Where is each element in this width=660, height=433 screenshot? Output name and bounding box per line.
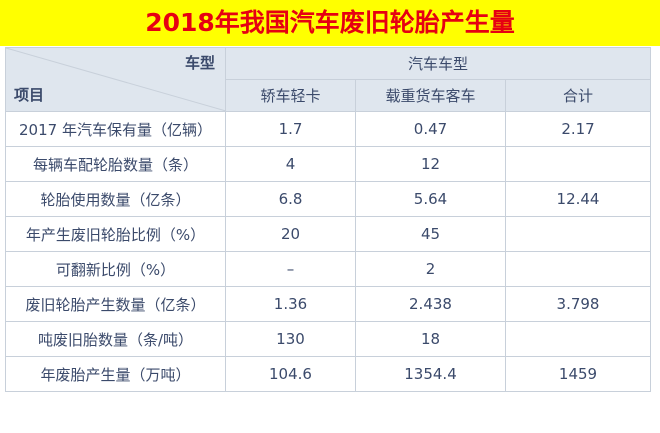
cell: 2.438 [355, 286, 506, 322]
cell: 2.17 [504, 111, 652, 147]
cell: 5.64 [355, 181, 506, 217]
table-row: 每辆车配轮胎数量（条） 4 12 [5, 146, 652, 182]
column-header: 合计 [504, 79, 652, 112]
cell: 12.44 [504, 181, 652, 217]
cell: 130 [225, 321, 356, 357]
cell: 18 [355, 321, 506, 357]
table-row: 年废胎产生量（万吨） 104.6 1354.4 1459 [5, 356, 652, 392]
diagonal [6, 48, 226, 111]
column-header: 载重货车客车 [355, 79, 506, 112]
cell: 6.8 [225, 181, 356, 217]
row-label: 2017 年汽车保有量（亿辆） [5, 111, 226, 147]
table-row: 废旧轮胎产生数量（亿条） 1.36 2.438 3.798 [5, 286, 652, 322]
row-label: 年产生废旧轮胎比例（%） [5, 216, 226, 252]
row-label: 轮胎使用数量（亿条） [5, 181, 226, 217]
cell: 1459 [504, 356, 652, 392]
cell: 1354.4 [355, 356, 506, 392]
cell: 45 [355, 216, 506, 252]
cell: 20 [225, 216, 356, 252]
empty-cell [504, 251, 652, 287]
title: 2018年我国汽车废旧轮胎产生量 [0, 0, 660, 46]
column-header: 轿车轻卡 [225, 79, 356, 112]
row-label: 每辆车配轮胎数量（条） [5, 146, 226, 182]
cell: – [225, 251, 356, 287]
empty-cell [504, 216, 652, 252]
empty-cell [504, 146, 652, 182]
cell: 1.36 [225, 286, 356, 322]
cell: 4 [225, 146, 356, 182]
corner-top: 车型 [184, 54, 215, 72]
table-row: 2017 年汽车保有量（亿辆） 1.7 0.47 2.17 [5, 111, 652, 147]
cell: 104.6 [225, 356, 356, 392]
corner-bottom: 项目 [14, 86, 45, 104]
table-row: 年产生废旧轮胎比例（%） 20 45 [5, 216, 652, 252]
row-label: 吨废旧胎数量（条/吨） [5, 321, 226, 357]
row-label: 年废胎产生量（万吨） [5, 356, 226, 392]
table-row: 吨废旧胎数量（条/吨） 130 18 [5, 321, 652, 357]
cell: 1.7 [225, 111, 356, 147]
cell: 0.47 [355, 111, 506, 147]
group-header: 汽车车型 [224, 47, 652, 80]
row-label: 可翻新比例（%） [5, 251, 226, 287]
corner-cell: 车型 项目 [5, 47, 226, 112]
cell: 12 [355, 146, 506, 182]
row-label: 废旧轮胎产生数量（亿条） [5, 286, 226, 322]
table-row: 轮胎使用数量（亿条） 6.8 5.64 12.44 [5, 181, 652, 217]
data-table: 车型 项目 汽车车型 轿车轻卡 载重货车客车 合计 2017 年汽车保有量（亿辆） 1… [5, 47, 652, 392]
table-row: 可翻新比例（%） –2 [5, 251, 652, 287]
empty-cell [504, 321, 652, 357]
cell: 2 [355, 251, 506, 287]
cell: 3.798 [504, 286, 652, 322]
